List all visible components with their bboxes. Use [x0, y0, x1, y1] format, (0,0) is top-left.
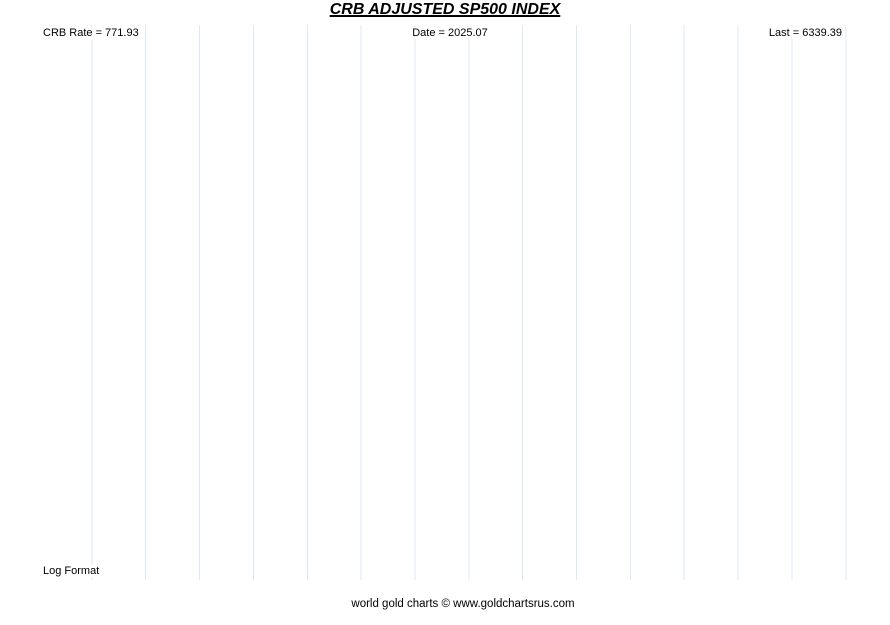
- crb-rate-label: CRB Rate = 771.93: [41, 27, 141, 39]
- chart-title: CRB ADJUSTED SP500 INDEX: [329, 1, 561, 18]
- log-format-label: Log Format: [41, 565, 102, 577]
- last-value-label: Last = 6339.39: [766, 27, 844, 39]
- date-label: Date = 2025.07: [410, 27, 490, 39]
- credit-footer: world gold charts © www.goldchartsrus.co…: [351, 598, 575, 610]
